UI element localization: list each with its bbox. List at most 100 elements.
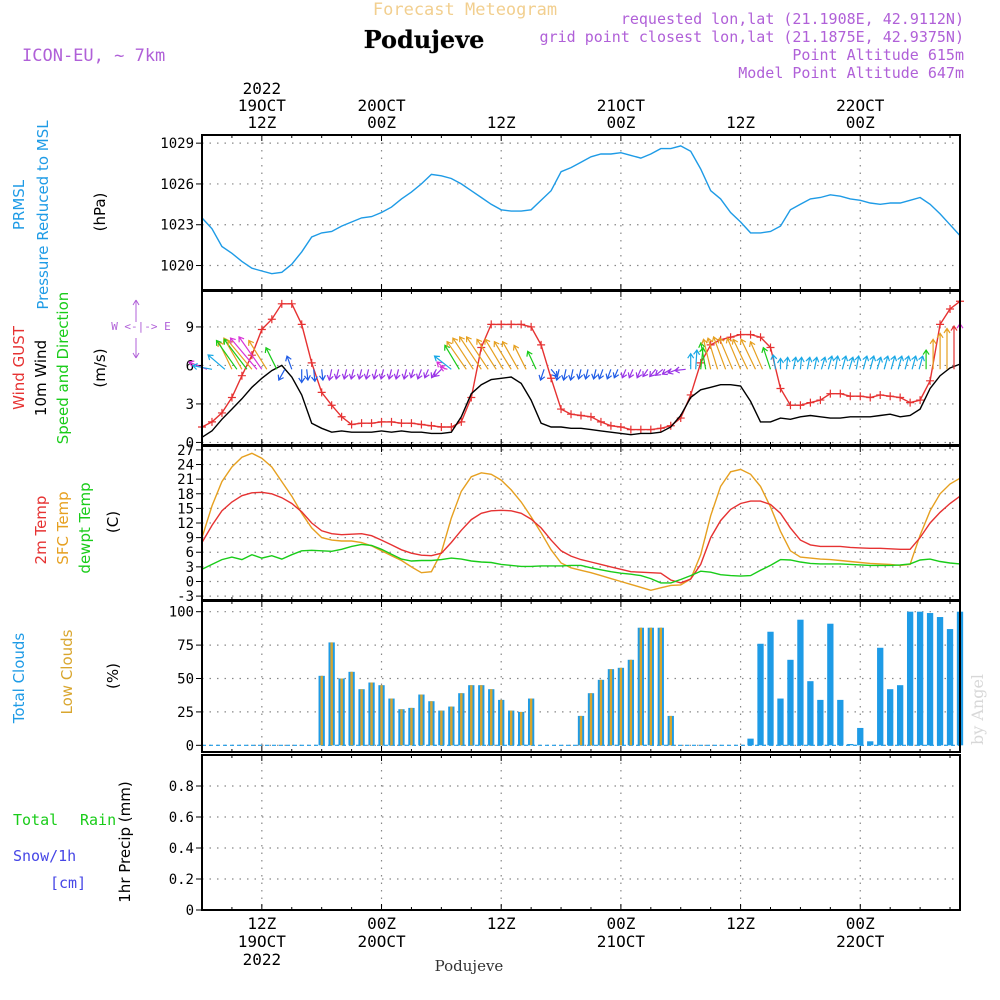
top-time-label-3: 21OCT bbox=[597, 96, 646, 115]
dewpoint-line bbox=[201, 543, 961, 584]
wind-gust-marker bbox=[497, 320, 506, 329]
wind-gust-marker bbox=[397, 419, 406, 428]
low-cloud-bar bbox=[410, 707, 413, 746]
wind-arrow-106 bbox=[943, 327, 951, 370]
wind-ytick-label-1: 3 bbox=[186, 397, 194, 413]
wind-arrow-76 bbox=[725, 337, 742, 370]
wind-arrow-84 bbox=[791, 356, 799, 370]
wind-gust-marker bbox=[217, 408, 226, 417]
product-title: Forecast Meteogram bbox=[373, 0, 557, 20]
low-cloud-bar bbox=[390, 698, 393, 746]
wind-gust-marker bbox=[826, 389, 835, 398]
total-cloud-bar bbox=[857, 727, 864, 746]
wind-gust-marker bbox=[636, 425, 645, 434]
precip-ytick-label-0: 0 bbox=[186, 903, 194, 919]
low-cloud-bar bbox=[649, 627, 653, 746]
wind-gust-marker bbox=[666, 421, 675, 430]
wind-gust-marker bbox=[606, 421, 615, 430]
total-cloud-bar bbox=[757, 643, 764, 746]
wind-gust-marker bbox=[786, 401, 795, 410]
wind-arrow-51 bbox=[561, 369, 568, 382]
low-cloud-bar bbox=[529, 698, 533, 746]
wind-arrow-24 bbox=[371, 369, 379, 380]
top-time-label-3: 00Z bbox=[606, 113, 635, 132]
wind-arrow-33 bbox=[433, 368, 442, 378]
low-cloud-bar bbox=[589, 693, 593, 746]
wind-gust-marker bbox=[586, 412, 595, 421]
precip-title-rain: Rain bbox=[80, 811, 116, 829]
compass-arrows bbox=[132, 299, 140, 359]
grid-point-coordinates: grid point closest lon,lat (21.1875E, 42… bbox=[540, 28, 964, 46]
wind-arrow-91 bbox=[841, 355, 849, 370]
top-time-label-0: 12Z bbox=[247, 113, 276, 132]
wind-gust-marker bbox=[886, 392, 895, 401]
total-cloud-bar bbox=[847, 743, 854, 746]
clouds-panel: 0 25 50 75 100 Total Clouds Low Clouds (%) bbox=[10, 600, 964, 754]
wind-arrow-25 bbox=[378, 369, 386, 380]
bottom-time-label-0: 19OCT bbox=[238, 932, 287, 951]
total-cloud-bar bbox=[767, 631, 774, 746]
wind-gust-marker bbox=[806, 398, 815, 407]
pressure-ytick-label-0: 1020 bbox=[160, 259, 194, 275]
low-cloud-bar bbox=[609, 669, 613, 746]
wind-arrow-52 bbox=[568, 369, 575, 382]
top-time-label-5: 00Z bbox=[846, 113, 875, 132]
wind-ytick-label-2: 6 bbox=[186, 358, 194, 374]
wind-arrow-38 bbox=[446, 340, 467, 370]
low-cloud-bar bbox=[480, 685, 483, 746]
bottom-time-label-3: 00Z bbox=[606, 914, 635, 933]
wind-arrow-22 bbox=[356, 369, 364, 380]
clouds-frame bbox=[201, 600, 961, 753]
wind-arrow-98 bbox=[890, 355, 898, 370]
wind-arrow-74 bbox=[711, 335, 727, 370]
wind-gust-marker bbox=[936, 320, 945, 329]
wind-gust-marker bbox=[357, 419, 366, 428]
wind-arrow-57 bbox=[605, 369, 613, 380]
wind-arrow-42 bbox=[476, 338, 497, 370]
wind-gust-marker bbox=[377, 417, 386, 426]
wind-arrow-45 bbox=[501, 340, 519, 370]
wind-arrow-63 bbox=[649, 368, 657, 378]
wind-gust-marker bbox=[746, 330, 755, 339]
wind-arrow-13 bbox=[285, 355, 293, 370]
precip-unit: 1hr Precip (mm) bbox=[116, 781, 134, 902]
footer-location: Podujeve bbox=[435, 957, 504, 975]
low-cloud-bar bbox=[500, 699, 503, 746]
wind-gust-marker bbox=[776, 384, 785, 393]
wind-gust-marker bbox=[287, 299, 296, 308]
wind-arrow-82 bbox=[777, 357, 784, 370]
wind-arrow-92 bbox=[848, 356, 856, 370]
wind-arrow-99 bbox=[897, 355, 905, 370]
pressure-ytick-label-2: 1026 bbox=[160, 177, 194, 193]
bottom-time-label-5: 22OCT bbox=[836, 932, 885, 951]
precip-frame bbox=[201, 754, 961, 911]
wind-arrow-77 bbox=[731, 338, 749, 370]
wind-gust-marker bbox=[407, 419, 416, 428]
compass-rose-icon: W <-|-> E bbox=[111, 299, 171, 359]
temperature-ytick-label-7: 18 bbox=[177, 487, 194, 503]
temperature-ytick-label-4: 9 bbox=[186, 531, 194, 547]
wind-arrow-60 bbox=[627, 369, 635, 379]
wind-arrow-75 bbox=[717, 337, 734, 370]
wind-arrow-73 bbox=[705, 337, 719, 370]
wind-arrow-12 bbox=[277, 369, 286, 382]
wind-arrow-28 bbox=[401, 369, 409, 380]
wind-arrow-15 bbox=[303, 369, 311, 382]
pressure-panel: 1020 1023 1026 1029 PRMSL Pressure Reduced to… bbox=[10, 120, 961, 310]
wind-arrow-88 bbox=[820, 356, 828, 370]
temperature-ytick-label-8: 21 bbox=[177, 472, 194, 488]
low-cloud-bar bbox=[360, 689, 363, 746]
low-cloud-bar bbox=[350, 671, 353, 746]
wind-gust-marker bbox=[946, 304, 955, 313]
wind-gust-marker bbox=[417, 420, 426, 429]
low-cloud-bar bbox=[450, 706, 453, 746]
low-cloud-bar bbox=[639, 627, 643, 746]
total-cloud-bar bbox=[777, 698, 784, 746]
wind-gust-marker bbox=[596, 417, 605, 426]
wind-arrow-95 bbox=[869, 355, 877, 370]
total-cloud-bar bbox=[906, 611, 914, 746]
wind-arrow-71 bbox=[698, 341, 707, 370]
wind-gust-marker bbox=[267, 315, 276, 324]
wind-gust-marker bbox=[347, 420, 356, 429]
